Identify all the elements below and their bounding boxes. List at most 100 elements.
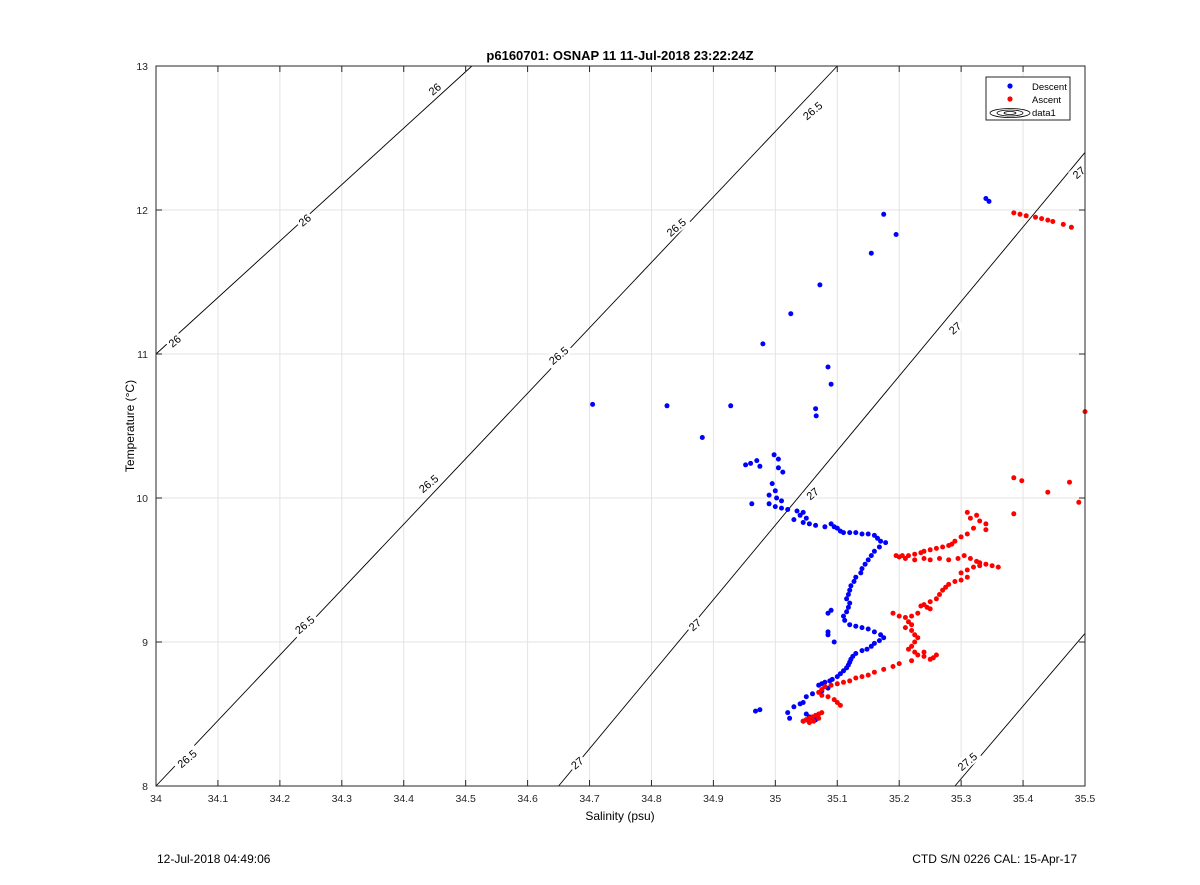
legend: Descent Ascent data1 bbox=[985, 76, 1071, 121]
descent-point bbox=[865, 626, 871, 632]
x-tick-label: 34.8 bbox=[641, 793, 662, 805]
descent-point bbox=[876, 544, 882, 550]
ascent-point bbox=[890, 664, 896, 669]
descent-point bbox=[771, 452, 777, 458]
ascent-point bbox=[871, 669, 877, 675]
ascent-point bbox=[825, 694, 831, 700]
descent-point bbox=[845, 592, 851, 597]
descent-point bbox=[748, 460, 754, 466]
ascent-point bbox=[964, 509, 970, 515]
legend-ascent-marker bbox=[1007, 96, 1013, 102]
ascent-point bbox=[961, 553, 967, 559]
descent-point bbox=[797, 512, 803, 518]
x-tick-label: 34.1 bbox=[208, 793, 229, 805]
descent-point bbox=[664, 403, 670, 409]
ascent-point bbox=[837, 702, 843, 708]
descent-point bbox=[757, 707, 763, 713]
descent-point bbox=[800, 520, 806, 525]
ascent-point bbox=[983, 527, 989, 533]
descent-point bbox=[828, 381, 834, 387]
descent-point bbox=[785, 507, 791, 512]
contour-label-bg bbox=[797, 96, 828, 125]
ascent-point bbox=[940, 544, 946, 550]
ascent-point bbox=[952, 579, 958, 584]
descent-point bbox=[775, 465, 781, 471]
ascent-point bbox=[912, 551, 918, 557]
x-tick-label: 35.1 bbox=[827, 793, 848, 805]
ascent-point bbox=[927, 606, 933, 612]
descent-point bbox=[827, 678, 833, 684]
descent-point bbox=[788, 311, 794, 317]
plot-background bbox=[156, 66, 1085, 786]
descent-point bbox=[797, 701, 803, 707]
density-contours: 26262626.526.526.526.526.526.52727272727… bbox=[155, 65, 1089, 787]
descent-point bbox=[847, 600, 853, 606]
descent-point bbox=[847, 587, 853, 593]
descent-point bbox=[749, 501, 755, 507]
ascent-point bbox=[1067, 479, 1072, 485]
x-tick-label: 34.5 bbox=[455, 793, 476, 805]
ascent-point bbox=[930, 655, 936, 661]
contour-label-bg bbox=[424, 78, 445, 99]
descent-point bbox=[791, 704, 797, 710]
descent-point bbox=[831, 639, 837, 645]
y-tick-label: 10 bbox=[136, 493, 148, 505]
ascent-point bbox=[958, 570, 964, 576]
descent-point bbox=[845, 604, 851, 610]
isopycnal-line bbox=[558, 152, 1086, 787]
ascent-point bbox=[811, 718, 817, 724]
ascent-point bbox=[906, 646, 911, 652]
ascent-point bbox=[1045, 217, 1051, 223]
ascent-point bbox=[890, 610, 896, 616]
descent-point bbox=[791, 517, 797, 523]
ascent-point bbox=[983, 521, 989, 527]
ascent-point bbox=[977, 518, 983, 524]
contour-label-bg bbox=[294, 209, 315, 230]
ascent-point bbox=[1039, 216, 1045, 222]
x-axis-label: Salinity (psu) bbox=[585, 809, 654, 823]
x-tick-label: 35.3 bbox=[951, 793, 972, 805]
ascent-point bbox=[912, 557, 918, 563]
x-tick-label: 34.6 bbox=[517, 793, 538, 805]
ascent-point bbox=[816, 715, 822, 721]
descent-point bbox=[803, 694, 809, 700]
ascent-point bbox=[921, 556, 927, 561]
descent-point bbox=[859, 566, 865, 572]
footer-timestamp: 12-Jul-2018 04:49:06 bbox=[157, 852, 271, 866]
ascent-point bbox=[1011, 210, 1017, 216]
contour-label-bg bbox=[952, 747, 982, 776]
descent-point bbox=[757, 463, 763, 469]
ascent-point bbox=[1045, 489, 1051, 495]
ascent-point bbox=[989, 563, 995, 569]
ascent-point bbox=[940, 587, 946, 593]
ascent-point bbox=[958, 534, 964, 540]
contour-label-bg bbox=[944, 317, 965, 338]
descent-point bbox=[787, 715, 793, 721]
chart-title: p6160701: OSNAP 11 11-Jul-2018 23:22:24Z bbox=[486, 48, 753, 63]
footer-ctd-info: CTD S/N 0226 CAL: 15-Apr-17 bbox=[912, 852, 1077, 866]
descent-point bbox=[813, 413, 819, 419]
descent-point bbox=[847, 622, 853, 628]
descent-point bbox=[853, 574, 859, 580]
descent-point bbox=[769, 481, 775, 487]
descent-point bbox=[859, 648, 865, 654]
x-tick-label: 34.2 bbox=[270, 793, 291, 805]
contour-label-bg bbox=[1068, 162, 1089, 183]
legend-box bbox=[985, 76, 1071, 121]
ascent-point bbox=[921, 653, 927, 659]
ascent-point bbox=[909, 613, 915, 619]
legend-ascent-label: Ascent bbox=[1032, 95, 1061, 106]
ascent-point bbox=[1011, 475, 1017, 481]
descent-point bbox=[865, 557, 871, 563]
contour-label-bg bbox=[289, 610, 320, 639]
descent-point bbox=[760, 341, 766, 347]
descent-point bbox=[871, 548, 877, 554]
descent-point bbox=[864, 646, 870, 652]
descent-point bbox=[825, 364, 831, 370]
descent-point bbox=[868, 643, 874, 649]
descent-point bbox=[841, 530, 846, 536]
descent-point bbox=[841, 613, 846, 619]
descent-point bbox=[774, 495, 780, 501]
ascent-point bbox=[902, 615, 908, 620]
ascent-point bbox=[937, 556, 942, 561]
